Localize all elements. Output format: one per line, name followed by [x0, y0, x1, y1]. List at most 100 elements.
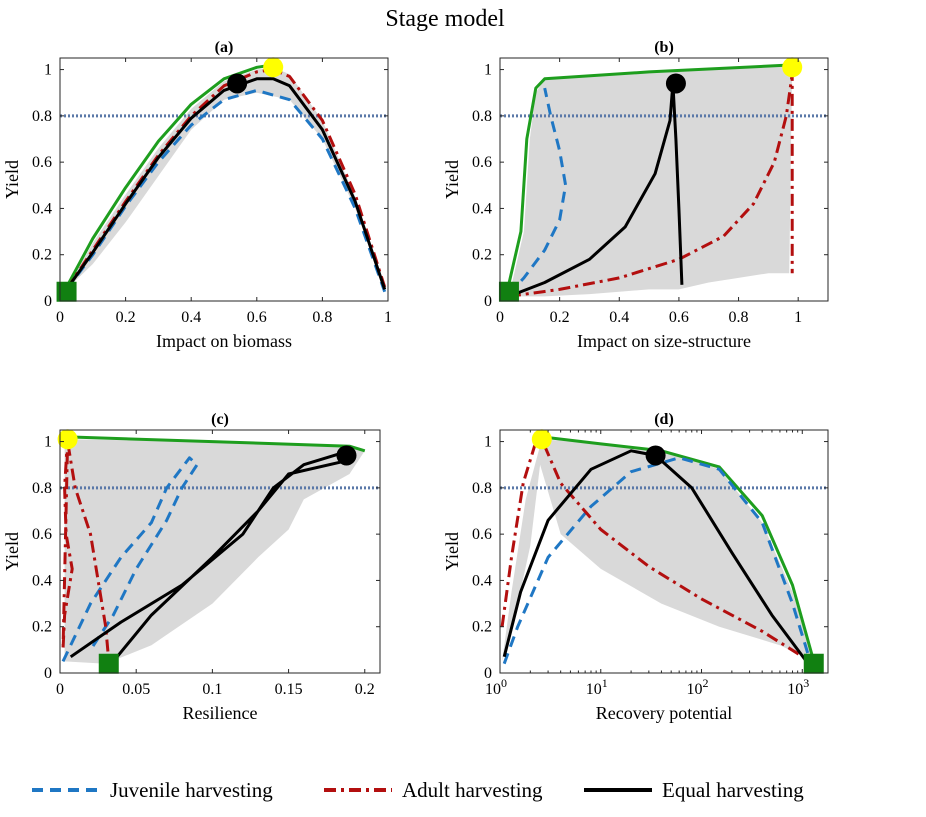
y-axis-label: Yield: [2, 532, 22, 571]
figure-canvas: 0 0.2 0.4 0.6 0.8 1 0 0.2 0.4 0.6 0.8 1 (a) Impact on…: [2, 39, 829, 723]
legend-item-equal: Equal harvesting: [582, 770, 804, 810]
series-line-equal: [502, 449, 808, 663]
no-harvest-marker: [98, 653, 119, 674]
pareto-frontier-line: [65, 63, 274, 288]
x-tick-label: 0.2: [550, 309, 570, 326]
panel-c: 0 0.2 0.4 0.6 0.8 1 0 0.05 0.1 0.15 0.2 (c) Resilien…: [2, 411, 381, 723]
no-harvest-marker: [803, 653, 824, 674]
x-axis-label: Impact on biomass: [156, 331, 292, 351]
figure-title: Stage model: [385, 6, 505, 32]
y-tick-label: 0.2: [472, 247, 492, 264]
y-axis-label: Yield: [2, 160, 22, 199]
x-axis-label: Impact on size-structure: [577, 331, 751, 351]
legend-label: Equal harvesting: [662, 777, 804, 802]
x-axis-label: Resilience: [183, 703, 258, 723]
legend-label: Juvenile harvesting: [110, 777, 273, 802]
x-tick-label: 0.1: [202, 681, 222, 698]
y-tick-label: 0.4: [32, 572, 52, 589]
x-tick-label: 0.4: [609, 309, 629, 326]
y-tick-label: 0: [44, 293, 52, 310]
series-line-equal: [65, 77, 387, 291]
x-tick-label: 0.15: [275, 681, 303, 698]
x-tick-label: 1: [384, 309, 392, 326]
y-tick-label: 0.2: [32, 619, 52, 636]
x-tick-label: 0: [56, 309, 64, 326]
y-tick-label: 0.8: [32, 108, 52, 125]
legend-line-juvenile-icon: [32, 788, 100, 792]
panel-a: 0 0.2 0.4 0.6 0.8 1 0 0.2 0.4 0.6 0.8 1 (a) Impact on…: [2, 39, 392, 351]
shaded-region: [66, 67, 385, 290]
y-tick-label: 0.6: [32, 526, 52, 543]
panel-title: (d): [654, 411, 674, 428]
series-line-adult: [65, 68, 387, 291]
series-line-adult: [508, 72, 794, 298]
x-tick-label: 101: [586, 676, 608, 698]
y-tick-label: 0.6: [472, 526, 492, 543]
x-tick-label: 0.8: [312, 309, 332, 326]
y-tick-label: 0.4: [472, 200, 492, 217]
equal-harvest-optimum-marker: [665, 73, 686, 94]
plot-area: [500, 63, 828, 298]
pareto-frontier-line: [541, 435, 816, 662]
y-tick-label: 0: [484, 665, 492, 682]
y-tick-label: 1: [484, 434, 492, 451]
y-tick-label: 0.6: [32, 154, 52, 171]
legend: Juvenile harvesting Adult harvesting Equ…: [0, 770, 926, 810]
series-line-juvenile: [65, 88, 387, 293]
x-tick-label: 103: [787, 676, 809, 698]
x-tick-label: 0.6: [669, 309, 689, 326]
axes-box: [499, 429, 829, 674]
y-axis-label: Yield: [442, 532, 462, 571]
x-tick-label: 0: [496, 309, 504, 326]
y-tick-label: 0.2: [32, 247, 52, 264]
x-tick-label: 0.8: [729, 309, 749, 326]
legend-line-equal-icon: [584, 788, 652, 792]
x-tick-label: 0.4: [181, 309, 201, 326]
y-tick-label: 0: [44, 665, 52, 682]
y-tick-label: 1: [44, 62, 52, 79]
x-tick-label: 1: [794, 309, 802, 326]
optimum-yield-marker: [263, 57, 284, 78]
shaded-region: [502, 439, 814, 662]
plot-area: [60, 63, 388, 293]
x-tick-label: 0: [56, 681, 64, 698]
plot-area: [500, 435, 828, 665]
equal-harvest-optimum-marker: [336, 445, 357, 466]
y-tick-label: 0.8: [472, 480, 492, 497]
legend-item-adult: Adult harvesting: [322, 770, 543, 810]
panel-title: (b): [654, 39, 674, 56]
x-tick-label: 102: [687, 676, 709, 698]
y-tick-label: 0.8: [472, 108, 492, 125]
optimum-yield-marker: [531, 429, 552, 450]
pareto-frontier-line: [504, 63, 793, 297]
equal-harvest-optimum-marker: [645, 445, 666, 466]
y-tick-label: 0: [484, 293, 492, 310]
axes-box: [59, 57, 389, 302]
panel-title: (c): [211, 411, 229, 428]
y-tick-label: 0.6: [472, 154, 492, 171]
x-axis-label: Recovery potential: [596, 703, 732, 723]
legend-item-juvenile: Juvenile harvesting: [30, 770, 273, 810]
y-axis-label: Yield: [442, 160, 462, 199]
panel-b: 0 0.2 0.4 0.6 0.8 1 0 0.2 0.4 0.6 0.8 1 (b) Impact on…: [442, 39, 829, 351]
optimum-yield-marker: [57, 429, 78, 450]
optimum-yield-marker: [782, 57, 803, 78]
y-tick-label: 0.4: [32, 200, 52, 217]
y-tick-label: 1: [484, 62, 492, 79]
y-tick-label: 1: [44, 434, 52, 451]
y-tick-label: 0.4: [472, 572, 492, 589]
axes-box: [499, 57, 829, 302]
x-tick-label: 0.6: [247, 309, 267, 326]
legend-line-adult-icon: [324, 788, 392, 792]
x-tick-label: 0.2: [355, 681, 375, 698]
y-tick-label: 0.8: [32, 480, 52, 497]
series-line-adult: [61, 436, 111, 662]
shaded-region: [64, 439, 365, 664]
plot-area: [60, 435, 380, 664]
no-harvest-marker: [56, 281, 77, 302]
no-harvest-marker: [498, 281, 519, 302]
legend-label: Adult harvesting: [402, 777, 543, 802]
y-tick-label: 0.2: [472, 619, 492, 636]
axes-box: [59, 429, 381, 674]
